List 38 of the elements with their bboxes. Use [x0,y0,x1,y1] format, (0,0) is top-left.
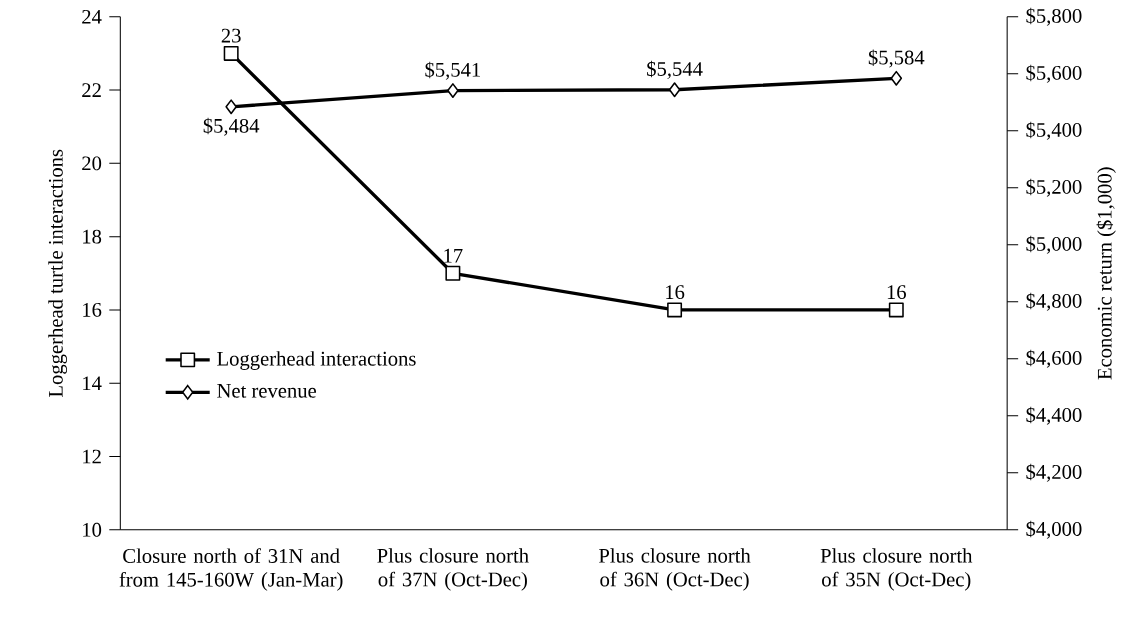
y2-tick-label: $5,200 [1026,178,1082,197]
data-label: $5,484 [203,117,260,136]
y2-tick-label: $4,800 [1026,292,1082,311]
y-axis-title: Loggerhead turtle interactions [48,149,68,397]
y2-axis-title: Economic return ($1,000) [1096,167,1116,380]
point [888,302,904,318]
data-label: $5,544 [647,60,703,79]
data-label: 23 [221,28,241,43]
data-label: 16 [666,285,685,300]
x-tick-label: Closure north of 31N and from 145-160W (Jan-Mar) [119,548,343,591]
data-label: 17 [444,248,463,263]
y2-tick-label: $5,800 [1026,7,1082,26]
y-tick-label: 18 [83,229,102,244]
y2-tick-label: $5,400 [1026,121,1082,140]
legend-label: Net revenue [217,384,317,398]
y-tick-label: 14 [83,376,102,390]
y2-tick-label: $5,000 [1026,235,1082,254]
point [667,302,683,318]
y-tick-label: 10 [83,522,102,537]
legend-label: Loggerhead interactions [217,351,416,370]
point [223,45,239,61]
data-label: $5,584 [868,49,925,68]
y2-tick-label: $4,200 [1026,463,1082,482]
data-label: 16 [887,285,906,300]
y-tick-label: 20 [82,156,102,171]
y-tick-label: 16 [83,302,102,317]
x-tick-label: Plus closure north of 36N (Oct-Dec) [599,548,751,591]
x-tick-label: Plus closure north of 35N (Oct-Dec) [820,548,973,591]
y-tick-label: 24 [82,9,102,24]
y2-tick-label: $4,000 [1026,520,1082,539]
y2-tick-label: $4,600 [1026,349,1082,368]
y-tick-label: 22 [82,83,101,97]
data-label: $5,541 [425,61,480,80]
y-tick-label: 12 [83,449,101,464]
x-tick-label: Plus closure north of 37N (Oct-Dec) [377,548,529,591]
y2-tick-label: $4,400 [1026,406,1082,425]
point [445,265,461,281]
y2-tick-label: $5,600 [1026,64,1082,83]
